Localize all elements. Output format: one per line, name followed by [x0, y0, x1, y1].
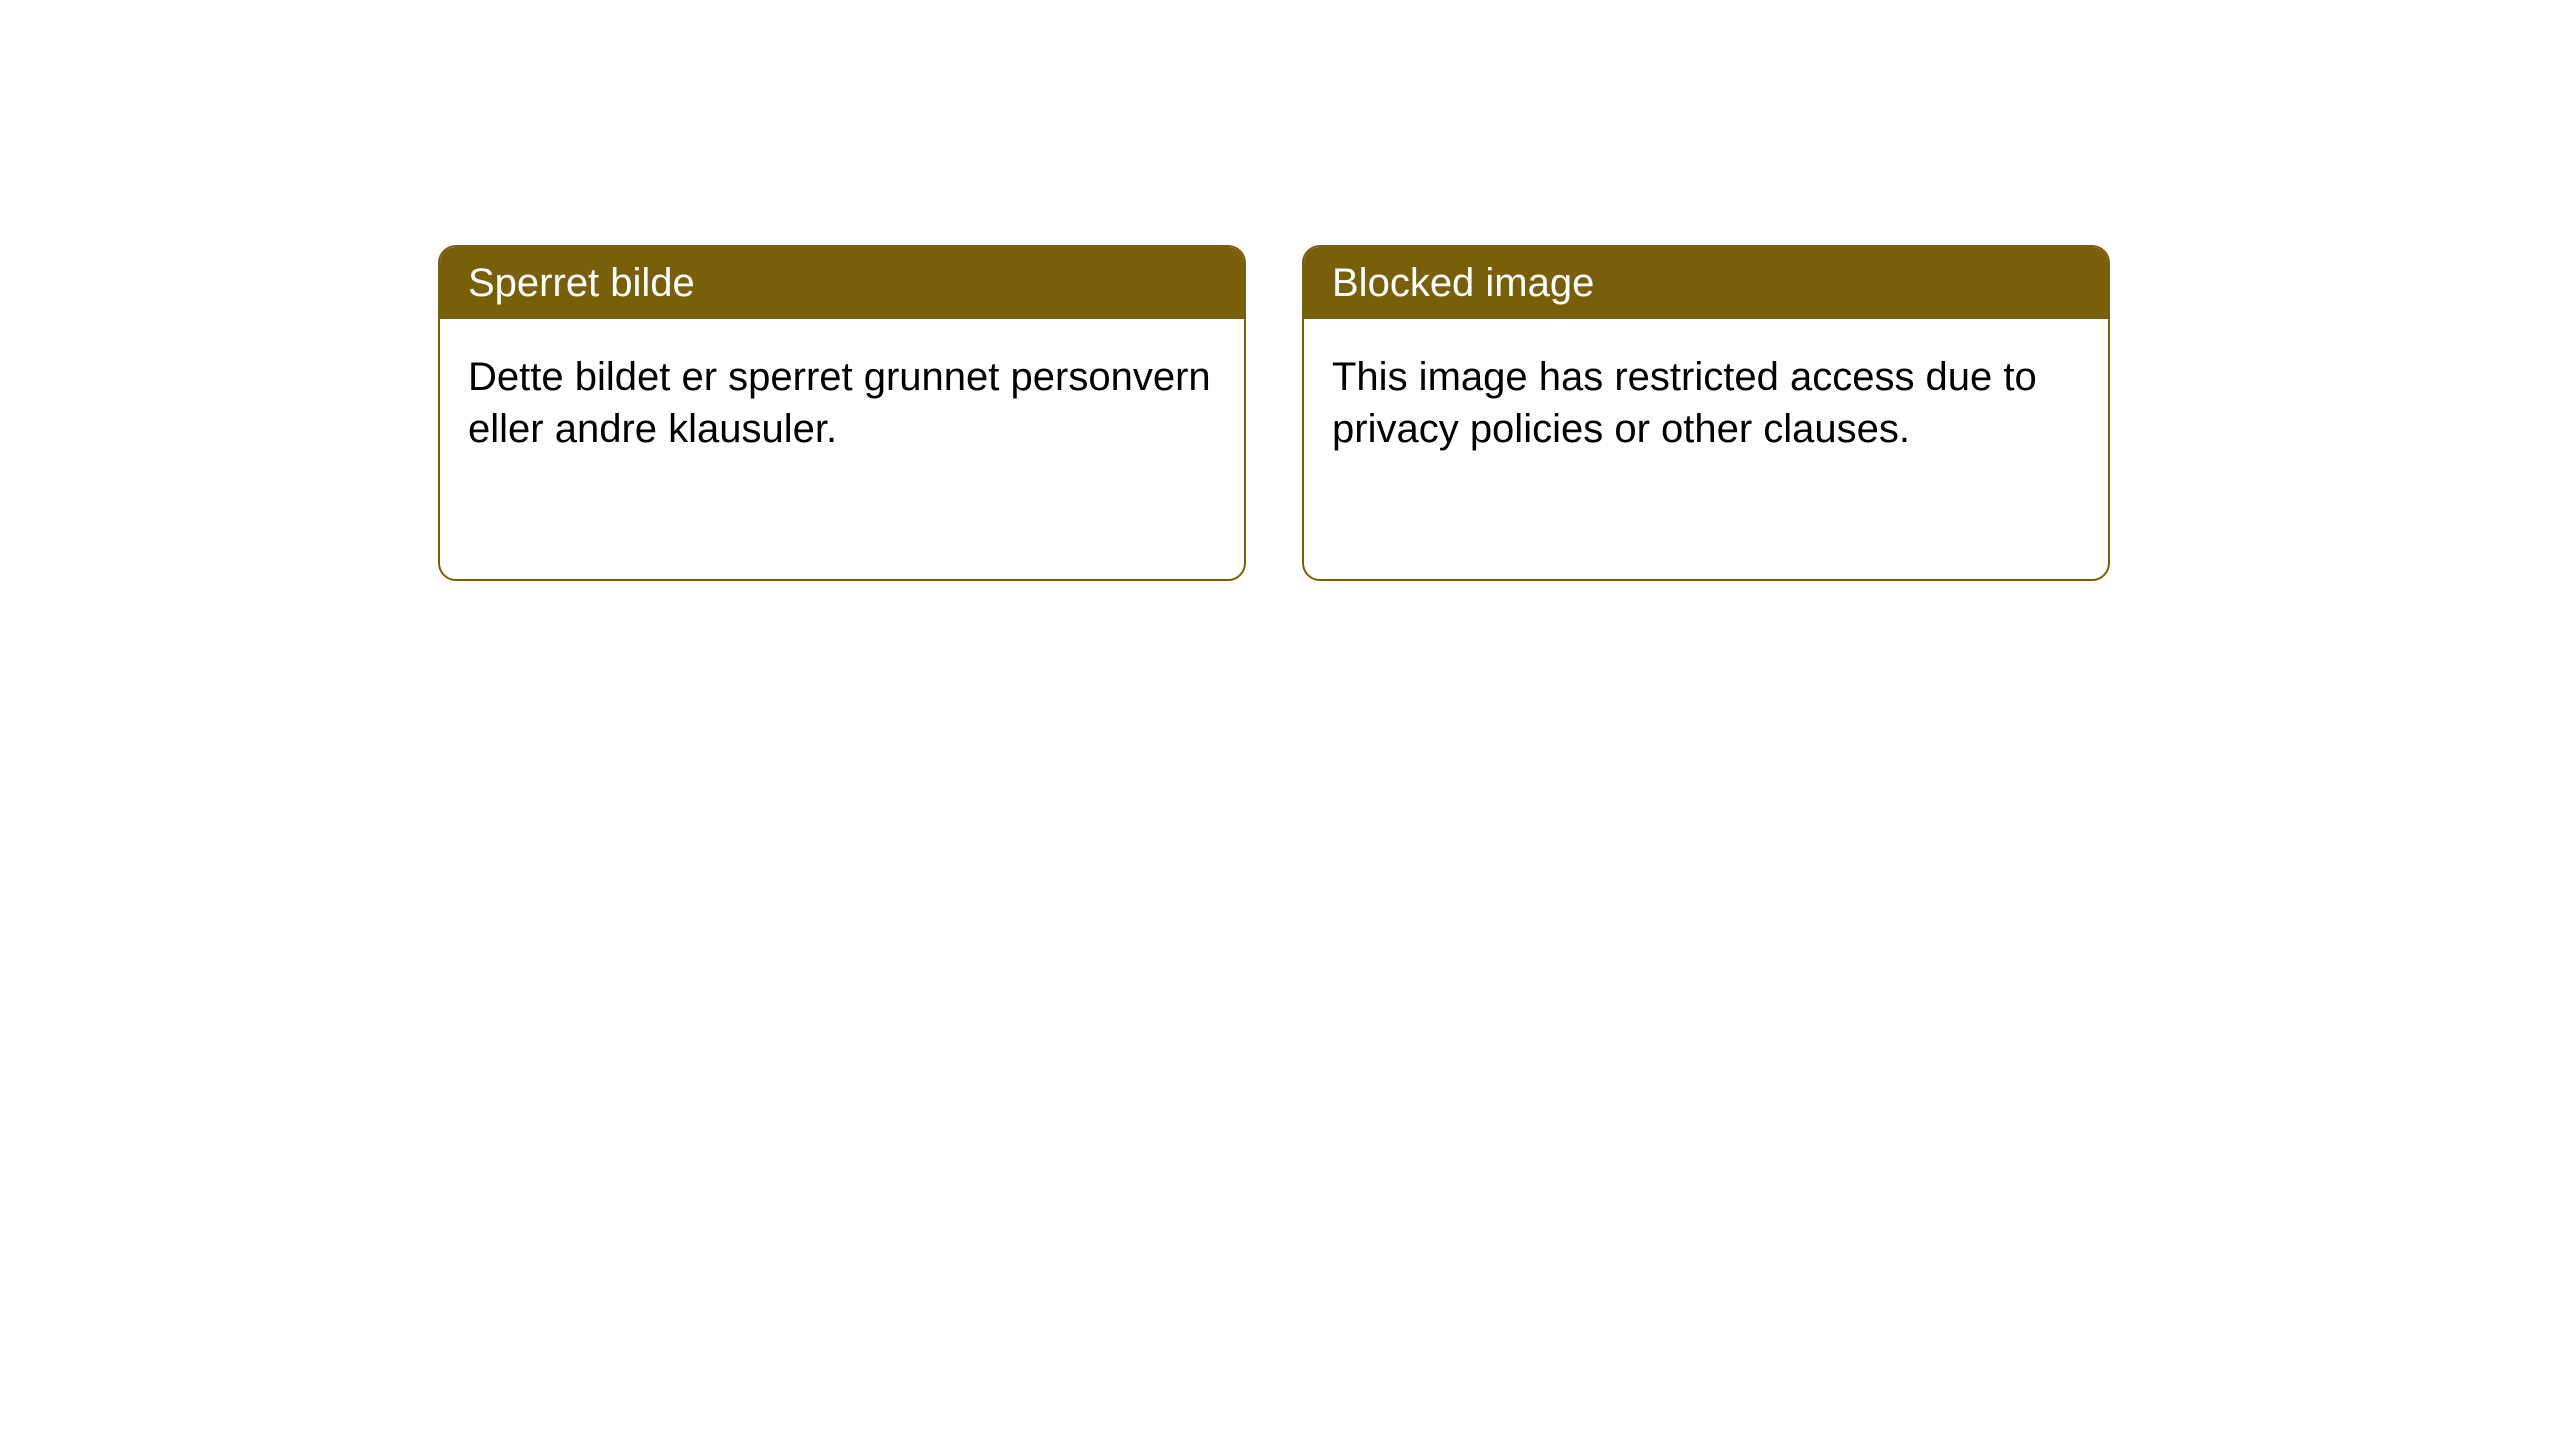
notice-title-english: Blocked image — [1304, 247, 2108, 319]
notice-body-norwegian: Dette bildet er sperret grunnet personve… — [440, 319, 1244, 487]
notice-box-norwegian: Sperret bilde Dette bildet er sperret gr… — [438, 245, 1246, 581]
notice-container: Sperret bilde Dette bildet er sperret gr… — [438, 245, 2110, 581]
notice-body-english: This image has restricted access due to … — [1304, 319, 2108, 487]
notice-title-norwegian: Sperret bilde — [440, 247, 1244, 319]
notice-box-english: Blocked image This image has restricted … — [1302, 245, 2110, 581]
